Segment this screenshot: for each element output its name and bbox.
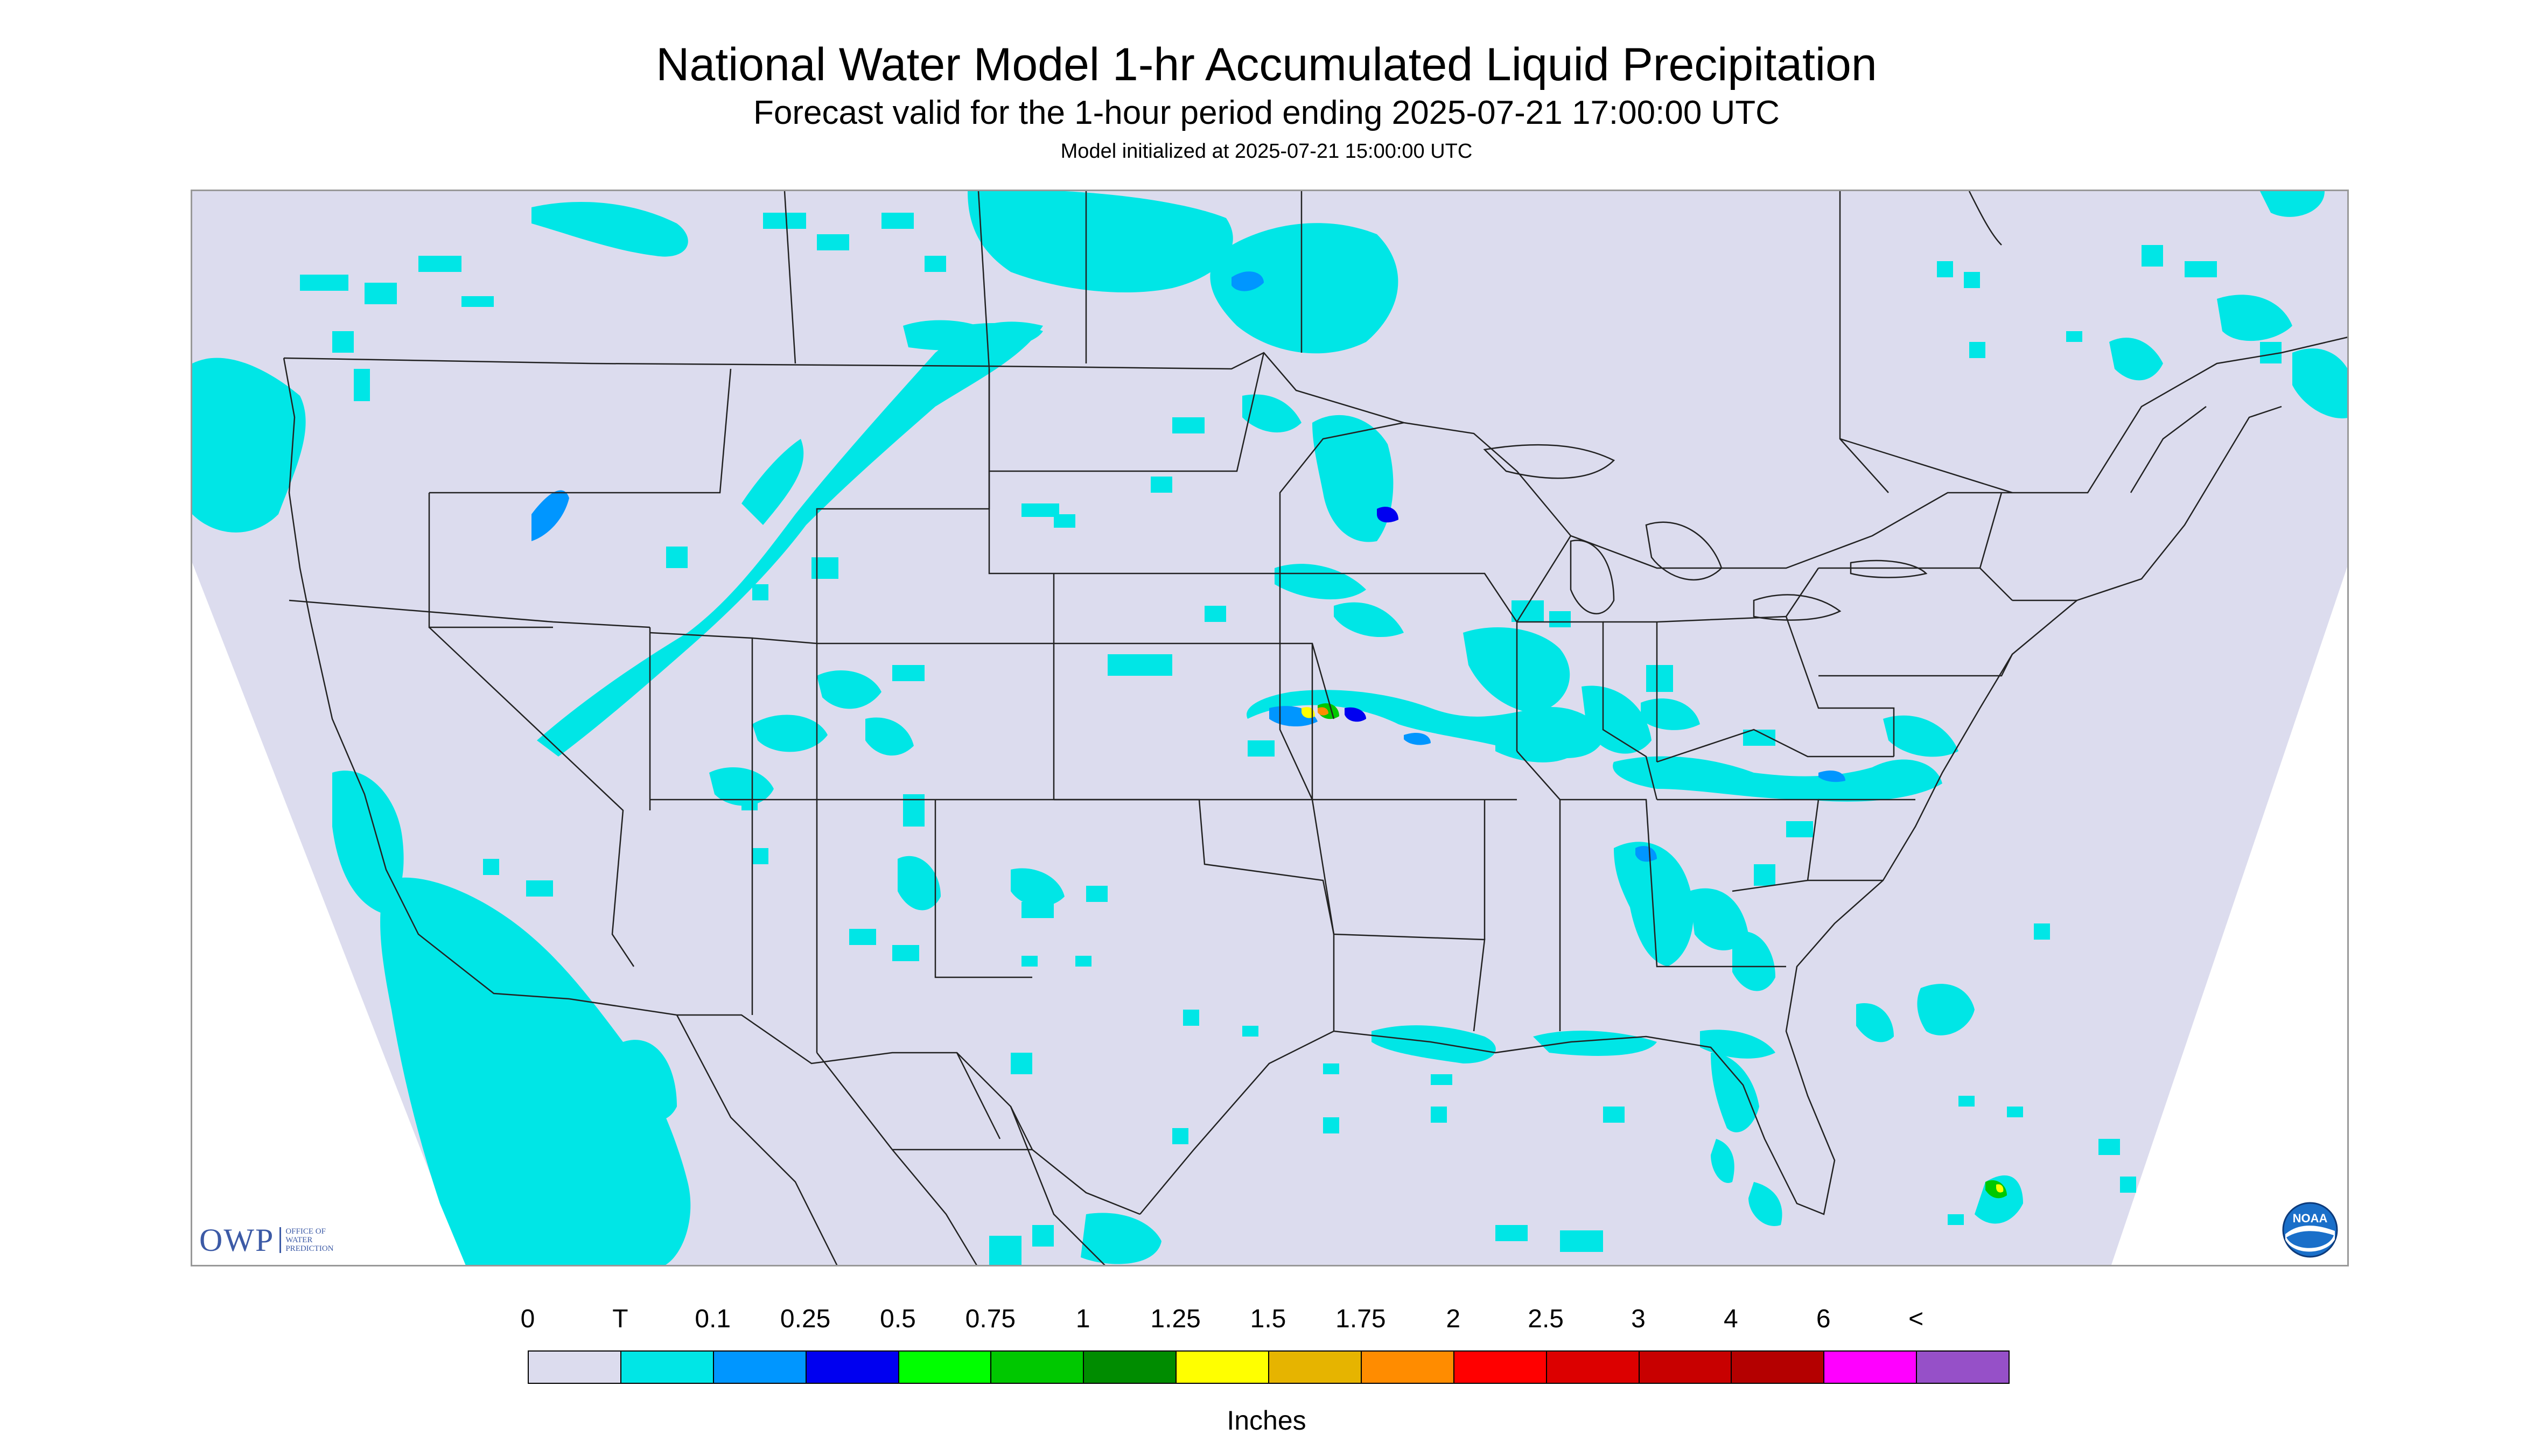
owp-logo: OWP OFFICE OF WATER PREDICTION (199, 1221, 334, 1259)
owp-logo-subtext: OFFICE OF WATER PREDICTION (279, 1227, 334, 1253)
legend-tick-label: 2 (1446, 1305, 1461, 1333)
legend-tick-label: 4 (1724, 1305, 1738, 1333)
legend-tick-label: 0.25 (780, 1305, 831, 1333)
precip-trace-areas (192, 191, 2347, 1265)
legend-swatch (805, 1350, 899, 1384)
legend-tick-label: 6 (1816, 1305, 1831, 1333)
legend-tick-label: 1 (1075, 1305, 1090, 1333)
map-title: National Water Model 1-hr Accumulated Li… (656, 39, 1877, 90)
legend-swatch (1268, 1350, 1362, 1384)
legend-tick-label: 1.75 (1335, 1305, 1386, 1333)
legend-tick-label: 0 (520, 1305, 535, 1333)
legend-swatch (712, 1350, 807, 1384)
legend-swatch (1453, 1350, 1547, 1384)
legend-swatch (1731, 1350, 1825, 1384)
legend-swatch (1545, 1350, 1640, 1384)
legend-swatch (1175, 1350, 1269, 1384)
noaa-logo-text: NOAA (2293, 1212, 2328, 1225)
legend-swatch (1916, 1350, 2010, 1384)
map-canvas (192, 191, 2347, 1265)
legend-tick-label: 0.75 (965, 1305, 1016, 1333)
legend-swatch (1638, 1350, 1732, 1384)
legend-swatch (1823, 1350, 1918, 1384)
legend-tick-label: 0.1 (695, 1305, 731, 1333)
noaa-logo-icon: NOAA (2282, 1202, 2338, 1258)
model-domain (192, 191, 2347, 1265)
legend-tick-label: T (612, 1305, 628, 1333)
legend-swatch (1360, 1350, 1454, 1384)
model-init-time: Model initialized at 2025-07-21 15:00:00… (1060, 140, 1473, 163)
owp-sub-line-1: OFFICE OF (285, 1227, 326, 1236)
precip-heavier-cores (531, 271, 2007, 1199)
legend-swatch (620, 1350, 714, 1384)
legend-tick-label: 0.5 (880, 1305, 916, 1333)
precipitation-map (191, 190, 2349, 1266)
legend-swatch (990, 1350, 1084, 1384)
legend-tick-label: < (1908, 1305, 1924, 1333)
legend-tick-label: 1.5 (1250, 1305, 1286, 1333)
legend-colorbar (528, 1350, 2010, 1388)
owp-sub-line-2: WATER (285, 1236, 313, 1244)
legend-swatch (898, 1350, 992, 1384)
legend-swatch (1083, 1350, 1177, 1384)
owp-logo-text: OWP (199, 1222, 275, 1258)
legend-units: Inches (1227, 1405, 1306, 1436)
owp-sub-line-3: PREDICTION (285, 1244, 334, 1253)
legend-tick-label: 3 (1631, 1305, 1646, 1333)
legend-tick-label: 2.5 (1528, 1305, 1564, 1333)
legend-tick-label: 1.25 (1150, 1305, 1201, 1333)
legend-swatch (528, 1350, 621, 1384)
map-subtitle: Forecast valid for the 1-hour period end… (753, 94, 1780, 131)
boundaries (283, 191, 2347, 1265)
